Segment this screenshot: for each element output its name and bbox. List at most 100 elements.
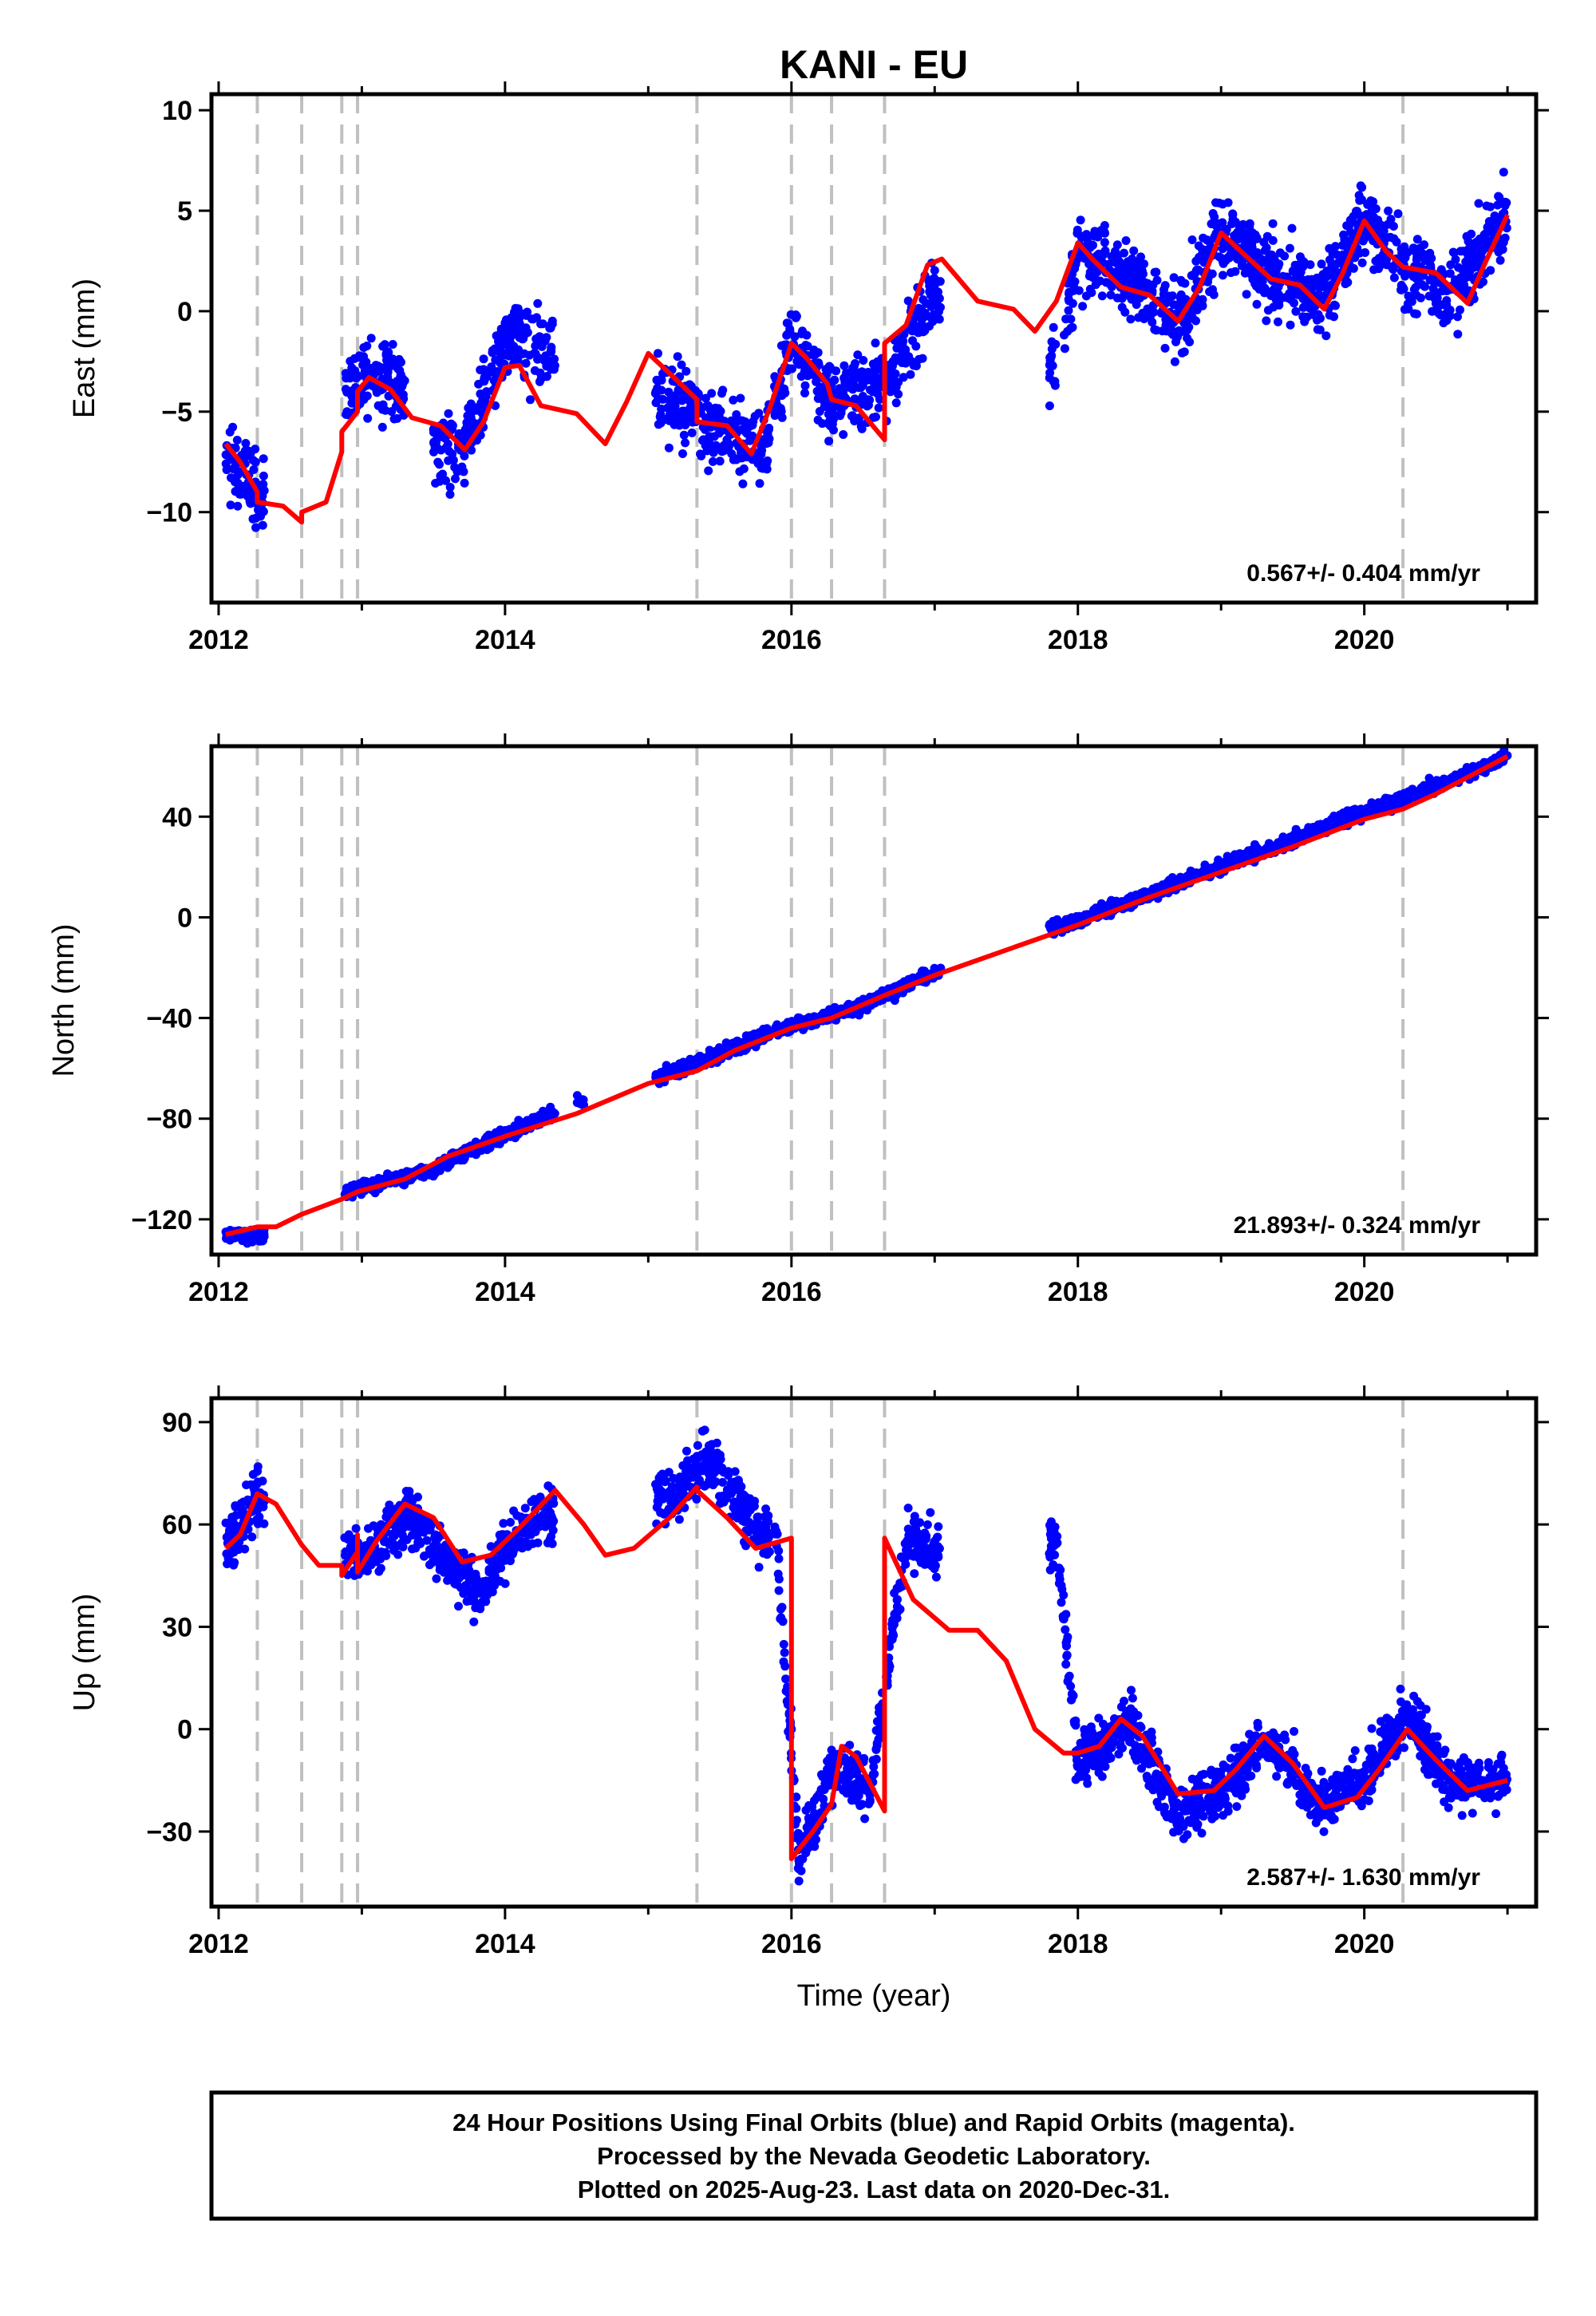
observation-point xyxy=(1298,275,1307,285)
observation-point xyxy=(1100,238,1109,247)
observation-point xyxy=(1208,209,1218,218)
y-tick-label: 0 xyxy=(177,297,192,327)
observation-point xyxy=(664,443,674,453)
observation-point xyxy=(1114,272,1124,282)
observation-point xyxy=(1270,265,1280,275)
observation-point xyxy=(1205,287,1215,296)
observation-point xyxy=(836,411,845,421)
observation-point xyxy=(231,1542,240,1551)
observation-point xyxy=(1048,361,1057,370)
observation-point xyxy=(1389,234,1399,243)
observation-point xyxy=(1183,334,1192,343)
observation-point xyxy=(431,1168,440,1178)
observation-point xyxy=(1228,210,1238,219)
observation-point xyxy=(378,400,388,409)
observation-point xyxy=(1149,307,1159,317)
observation-point xyxy=(1248,228,1258,238)
observation-point xyxy=(1459,275,1468,285)
observation-point xyxy=(1317,259,1326,269)
observation-point xyxy=(1174,300,1183,310)
observation-point xyxy=(1132,292,1141,302)
observation-point xyxy=(538,319,547,329)
observation-point xyxy=(709,1049,719,1058)
observation-point xyxy=(1378,227,1388,237)
observation-point xyxy=(240,1544,250,1554)
observation-point xyxy=(847,411,857,421)
observation-point xyxy=(757,457,767,467)
observation-point xyxy=(1098,251,1108,260)
observation-point xyxy=(1298,302,1308,312)
observation-point xyxy=(224,1530,234,1539)
observation-point xyxy=(531,342,540,350)
observation-point xyxy=(1167,291,1177,301)
observation-point xyxy=(536,373,546,383)
observation-point xyxy=(1266,250,1275,259)
observation-point xyxy=(408,1544,417,1554)
observation-point xyxy=(392,377,401,386)
observation-point xyxy=(1161,321,1171,330)
observation-point xyxy=(496,358,505,368)
observation-point xyxy=(376,1563,385,1573)
observation-point xyxy=(1274,283,1283,292)
observation-point xyxy=(764,434,774,444)
observation-point xyxy=(422,1535,432,1545)
y-tick-label: 40 xyxy=(162,802,192,832)
observation-point xyxy=(572,1091,582,1101)
observation-point xyxy=(1410,247,1420,256)
observation-point xyxy=(1343,806,1353,816)
observation-point xyxy=(259,454,268,464)
observation-point xyxy=(1218,244,1227,254)
observation-points xyxy=(221,1425,1511,1886)
observation-point xyxy=(1495,192,1504,202)
observation-point xyxy=(869,361,879,370)
observation-point xyxy=(1074,286,1084,295)
observation-point xyxy=(715,456,725,466)
observation-point xyxy=(656,409,666,419)
observation-point xyxy=(824,437,834,446)
observation-point xyxy=(732,417,741,427)
observation-point xyxy=(844,377,854,386)
observation-point xyxy=(514,1116,523,1125)
observation-point xyxy=(445,1160,455,1169)
observation-point xyxy=(479,354,488,364)
observation-point xyxy=(1432,288,1441,298)
observation-point xyxy=(854,416,863,425)
observation-point xyxy=(874,403,883,413)
observation-point xyxy=(542,333,551,342)
observation-point xyxy=(793,1013,803,1022)
observation-point xyxy=(1491,218,1501,227)
observation-point xyxy=(500,349,510,358)
observation-point xyxy=(709,448,718,457)
observation-point xyxy=(1252,299,1262,309)
observation-point xyxy=(1420,282,1429,291)
observation-point xyxy=(1081,291,1091,301)
x-tick-label: 2016 xyxy=(761,625,822,655)
observation-point xyxy=(654,349,662,358)
observation-point xyxy=(1307,304,1317,314)
observation-point xyxy=(530,366,539,375)
observation-point xyxy=(843,368,851,377)
observation-point xyxy=(1476,252,1486,262)
observation-point xyxy=(1372,223,1381,232)
observation-point xyxy=(1341,279,1350,289)
observation-point xyxy=(737,453,747,463)
observation-point xyxy=(1393,209,1403,219)
observation-point xyxy=(512,326,522,335)
observation-point xyxy=(891,398,901,408)
observation-point xyxy=(808,370,816,379)
observation-point xyxy=(1065,296,1074,306)
observation-point xyxy=(863,375,872,385)
observation-point xyxy=(1125,291,1135,301)
observation-point xyxy=(815,407,824,416)
observation-point xyxy=(1425,248,1435,258)
observation-point xyxy=(363,413,373,423)
observation-point xyxy=(1097,291,1107,301)
observation-point xyxy=(903,296,913,306)
observation-point xyxy=(1241,240,1250,250)
observation-point xyxy=(757,446,767,455)
observation-point xyxy=(1296,267,1306,277)
observation-point xyxy=(800,389,809,397)
observation-point xyxy=(908,336,917,346)
observation-point xyxy=(730,453,739,463)
observation-point xyxy=(401,1487,411,1496)
